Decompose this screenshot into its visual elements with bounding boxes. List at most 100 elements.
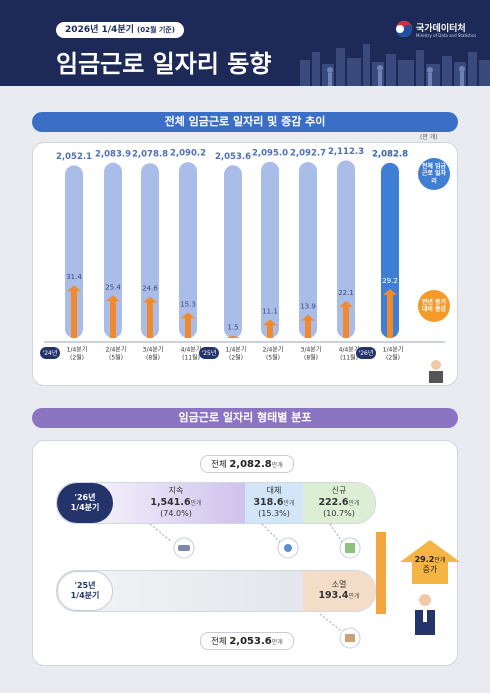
row-year: '26년 [74,492,96,502]
change-label: 15.3 [180,300,196,308]
unit: 만개 [283,499,295,507]
x-tick-sublabel: (2월) [229,354,243,362]
x-tick-label: 4/4분기 [339,346,360,354]
x-tick-label: 1/4분기 [226,346,247,354]
total-bar [104,162,122,338]
change-label: 24.6 [142,285,158,293]
change-label: 29.2 [382,277,398,285]
logo-sub: Ministry of Data and Statistics [416,33,477,38]
year-label: '24년 [43,349,58,357]
increase-value: 29.2 [414,555,435,564]
row-quarter: 1/4분기 [70,591,100,600]
change-arrow [339,300,353,338]
x-tick-label: 4/4분기 [181,346,202,354]
change-label: 1.5 [227,323,238,331]
change-arrow [143,296,157,338]
change-label: 11.1 [262,307,278,315]
row-year: '25년 [74,580,96,590]
page-title: 임금근로 일자리 동향 [56,50,272,78]
segment-close: 소멸 193.4만개 [303,571,375,611]
legend-total: 전체 임금근로 일자리 [418,158,450,190]
section-title: 임금근로 일자리 형태별 분포 [32,408,458,428]
total-bar [224,165,242,338]
change-arrow [263,319,277,338]
x-tick-label: 1/4분기 [383,346,404,354]
segment-continue: 지속 1,541.6만개 (74.0%) [107,483,245,523]
x-tick-label: 1/4분기 [67,346,88,354]
x-tick-sublabel: (2월) [386,354,400,362]
total-bar [141,163,159,338]
unit: 만개 [348,499,360,507]
segment-name: 소멸 [331,579,347,589]
row-label: '25년 1/4분기 [57,571,113,611]
change-arrow [106,295,120,338]
period-note: (02월 기준) [137,26,175,34]
logo: 국가데이터처 [416,24,466,34]
increase-note: 29.2만개 증가 [400,555,460,576]
header-bg [0,0,490,86]
row-label: '26년 1/4분기 [57,483,113,523]
change-label: 13.9 [300,303,316,311]
total-word: 전체 [211,460,227,470]
total-bar [65,165,83,338]
year-badge [40,347,60,359]
legend-change: 전년 동기대비 증감 [418,290,450,322]
change-arrow [226,335,240,338]
distribution-card [32,440,458,666]
segment-name: 대체 [266,486,282,496]
value-label: 2,092.7 [290,149,326,159]
x-tick-label: 2/4분기 [106,346,127,354]
segment-value: 318.6 [253,496,284,508]
total-value: 2,082.8 [229,459,272,470]
change-label: 31.4 [66,273,82,281]
section-title: 전체 임금근로 일자리 및 증감 추이 [32,112,458,132]
segment-value: 222.6 [318,496,349,508]
change-label: 22.1 [338,289,354,297]
year-label: '25년 [202,349,217,357]
x-tick-sublabel: (2월) [70,354,84,362]
total-word: 전체 [211,637,227,647]
segment-percent: (10.7%) [323,509,355,519]
value-label: 2,053.6 [215,152,251,162]
previous-row: 소멸 193.4만개 '25년 1/4분기 [56,570,376,612]
segment-percent: (15.3%) [258,509,290,519]
year-badge [356,347,376,359]
unit: 만개 [434,557,446,564]
segment-percent: (74.0%) [160,509,192,519]
year-label: '26년 [359,349,374,357]
unit-label: (만 개) [420,134,438,141]
segment-value: 193.4 [318,590,349,602]
x-tick-label: 3/4분기 [143,346,164,354]
change-label: 25.4 [105,283,121,291]
period: 2026년 1/4분기 [65,25,134,35]
segment-replace: 대체 318.6만개 (15.3%) [245,483,303,523]
unit: 만개 [190,499,202,507]
increase-word: 증가 [422,565,438,575]
value-label: 2,090.2 [170,149,206,159]
segment-value: 1,541.6 [150,496,191,508]
value-label: 2,082.8 [372,149,408,159]
period-badge: 2026년 1/4분기 (02월 기준) [56,22,184,38]
total-bar [337,160,355,338]
value-label: 2,083.9 [95,149,131,159]
segment-name: 지속 [168,486,184,496]
segment-name: 신규 [331,486,347,496]
x-tick-sublabel: (5월) [109,354,123,362]
change-arrow [181,312,195,338]
unit: 만개 [271,462,283,469]
x-tick-label: 2/4분기 [263,346,284,354]
x-tick-label: 3/4분기 [301,346,322,354]
x-tick-sublabel: (8월) [146,354,160,362]
total-current: 전체 2,082.8만개 [200,455,294,473]
change-arrow [301,314,315,338]
total-bar [179,162,197,338]
value-label: 2,112.3 [328,147,364,157]
total-value: 2,053.6 [229,636,272,647]
x-tick-sublabel: (8월) [304,354,318,362]
total-previous: 전체 2,053.6만개 [200,632,294,650]
segment-new: 신규 222.6만개 (10.7%) [303,483,375,523]
x-tick-sublabel: (5월) [266,354,280,362]
value-label: 2,078.8 [132,150,168,160]
chart: 2,052.131.41/4분기(2월)'24년2,083.925.42/4분기… [40,147,445,362]
